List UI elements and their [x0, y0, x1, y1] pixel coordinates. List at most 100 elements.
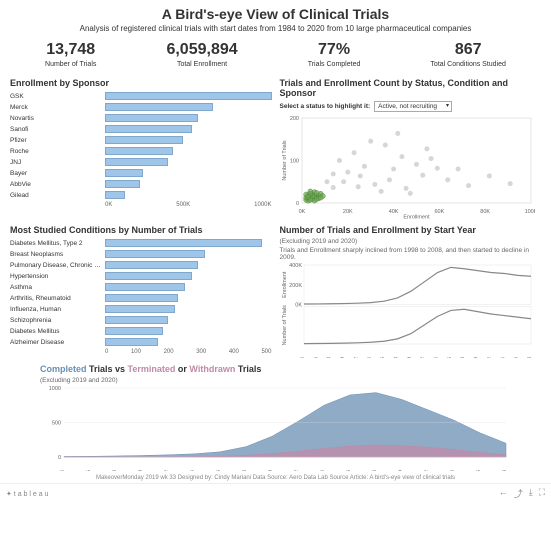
bar-label: Diabetes Mellitus, Type 2 [10, 240, 105, 247]
bar-row[interactable]: Pfizer [10, 135, 272, 145]
conditions-title: Most Studied Conditions by Number of Tri… [10, 225, 272, 235]
svg-text:1990: 1990 [138, 470, 144, 471]
bar-row[interactable]: Hypertension [10, 271, 272, 281]
startyear-chart[interactable]: 0K200K400K198419861988199019921994199619… [280, 263, 535, 358]
svg-text:2018: 2018 [502, 470, 508, 471]
status-select[interactable]: Active, not recruiting [374, 101, 452, 112]
scatter-chart[interactable]: 0K20K40K60K80K100K0100200EnrollmentNumbe… [280, 114, 535, 219]
bar-row[interactable]: Breast Neoplasms [10, 249, 272, 259]
svg-text:1990: 1990 [340, 357, 346, 358]
bar-label: Sanofi [10, 126, 105, 133]
undo-icon[interactable]: ← [499, 487, 508, 500]
svg-text:0K: 0K [295, 303, 302, 309]
svg-text:1998: 1998 [242, 470, 248, 471]
bar-row[interactable]: Alzheimer Disease [10, 337, 272, 347]
svg-text:20K: 20K [342, 209, 352, 215]
bar-label: Gilead [10, 192, 105, 199]
svg-text:200K: 200K [289, 283, 302, 289]
bar-label: GSK [10, 93, 105, 100]
svg-text:1988: 1988 [112, 470, 118, 471]
svg-text:Number of Trials: Number of Trials [282, 140, 288, 181]
svg-text:0K: 0K [298, 209, 305, 215]
kpi-value: 867 [430, 41, 506, 59]
bar-row[interactable]: Pulmonary Disease, Chronic Obstructive [10, 260, 272, 270]
svg-text:2004: 2004 [320, 470, 326, 471]
scatter-panel: Trials and Enrollment Count by Status, C… [280, 78, 542, 219]
startyear-note: Trials and Enrollment sharply inclined f… [280, 247, 542, 261]
svg-text:1984: 1984 [60, 470, 66, 471]
kpi-value: 13,748 [45, 41, 96, 59]
scatter-select-label: Select a status to highlight it: [280, 103, 371, 110]
download-icon[interactable]: ⤓ [529, 487, 533, 500]
svg-text:2016: 2016 [476, 470, 482, 471]
area-chart[interactable]: 0500100019841986198819901992199419961998… [40, 386, 510, 471]
svg-text:Enrollment: Enrollment [403, 215, 430, 220]
bar-label: Bayer [10, 170, 105, 177]
bar-row[interactable]: Merck [10, 102, 272, 112]
svg-text:Enrollment: Enrollment [282, 271, 288, 298]
page-subtitle: Analysis of registered clinical trials w… [10, 24, 541, 33]
kpi-2: 77%Trials Completed [308, 41, 361, 68]
share-icon[interactable]: ⤴ [514, 487, 523, 500]
svg-text:2016: 2016 [513, 357, 519, 358]
svg-text:0: 0 [295, 201, 298, 207]
startyear-panel: Number of Trials and Enrollment by Start… [280, 225, 542, 358]
conditions-panel: Most Studied Conditions by Number of Tri… [10, 225, 272, 358]
startyear-title: Number of Trials and Enrollment by Start… [280, 225, 542, 235]
svg-text:500: 500 [52, 421, 61, 427]
svg-text:2002: 2002 [294, 470, 300, 471]
svg-text:2014: 2014 [500, 357, 506, 358]
bar-row[interactable]: Bayer [10, 168, 272, 178]
kpi-1: 6,059,894Total Enrollment [166, 41, 237, 68]
conditions-bars[interactable]: Diabetes Mellitus, Type 2 Breast Neoplasm… [10, 238, 272, 347]
svg-text:2012: 2012 [424, 470, 430, 471]
bar-row[interactable]: Schizophrenia [10, 315, 272, 325]
footer: MakeoverMonday 2019 wk 33 Designed by: C… [10, 475, 541, 481]
bar-label: Diabetes Mellitus [10, 328, 105, 335]
bar-row[interactable]: Roche [10, 146, 272, 156]
terminated-word: Terminated [128, 364, 176, 374]
bar-label: Roche [10, 148, 105, 155]
svg-text:2018: 2018 [527, 357, 533, 358]
bar-label: Pulmonary Disease, Chronic Obstructive [10, 262, 105, 269]
sponsor-panel: Enrollment by Sponsor GSKMerckNovartisSa… [10, 78, 272, 219]
bar-label: Pfizer [10, 137, 105, 144]
bar-row[interactable]: Novartis [10, 113, 272, 123]
svg-text:1986: 1986 [86, 470, 92, 471]
svg-text:2000: 2000 [268, 470, 274, 471]
sponsor-bars[interactable]: GSK MerckNovartis Sanofi Pfizer Roche JNJ Baye… [10, 91, 272, 200]
bar-row[interactable]: Diabetes Mellitus, Type 2 [10, 238, 272, 248]
tableau-logo[interactable]: ✦ t a b l e a u [6, 490, 48, 498]
dashboard: A Bird's-eye View of Clinical Trials Ana… [0, 0, 551, 483]
svg-text:1000: 1000 [49, 386, 61, 392]
bar-row[interactable]: JNJ [10, 157, 272, 167]
fullscreen-icon[interactable]: ⛶ [539, 487, 545, 500]
svg-text:1996: 1996 [380, 357, 386, 358]
svg-text:1994: 1994 [366, 357, 372, 358]
svg-text:2002: 2002 [420, 357, 426, 358]
bar-row[interactable]: Arthritis, Rheumatoid [10, 293, 272, 303]
bar-label: Arthritis, Rheumatoid [10, 295, 105, 302]
scatter-title: Trials and Enrollment Count by Status, C… [280, 78, 542, 98]
bar-row[interactable]: AbbVie [10, 179, 272, 189]
startyear-subtitle: (Excluding 2019 and 2020) [280, 238, 542, 245]
bar-row[interactable]: Influenza, Human [10, 304, 272, 314]
bar-row[interactable]: Gilead [10, 190, 272, 200]
kpi-value: 6,059,894 [166, 41, 237, 59]
svg-text:1996: 1996 [216, 470, 222, 471]
svg-text:2004: 2004 [433, 357, 439, 358]
bar-row[interactable]: Asthma [10, 282, 272, 292]
bar-label: Alzheimer Disease [10, 339, 105, 346]
svg-text:2006: 2006 [446, 357, 452, 358]
svg-text:0: 0 [58, 455, 61, 461]
svg-text:60K: 60K [434, 209, 444, 215]
bar-row[interactable]: Sanofi [10, 124, 272, 134]
bar-row[interactable]: Diabetes Mellitus [10, 326, 272, 336]
svg-text:1994: 1994 [190, 470, 196, 471]
svg-text:2010: 2010 [473, 357, 479, 358]
bar-row[interactable]: GSK [10, 91, 272, 101]
svg-text:400K: 400K [289, 263, 302, 269]
svg-text:2012: 2012 [486, 357, 492, 358]
area-subtitle: (Excluding 2019 and 2020) [40, 377, 511, 384]
svg-text:Number of Trials: Number of Trials [282, 305, 288, 346]
